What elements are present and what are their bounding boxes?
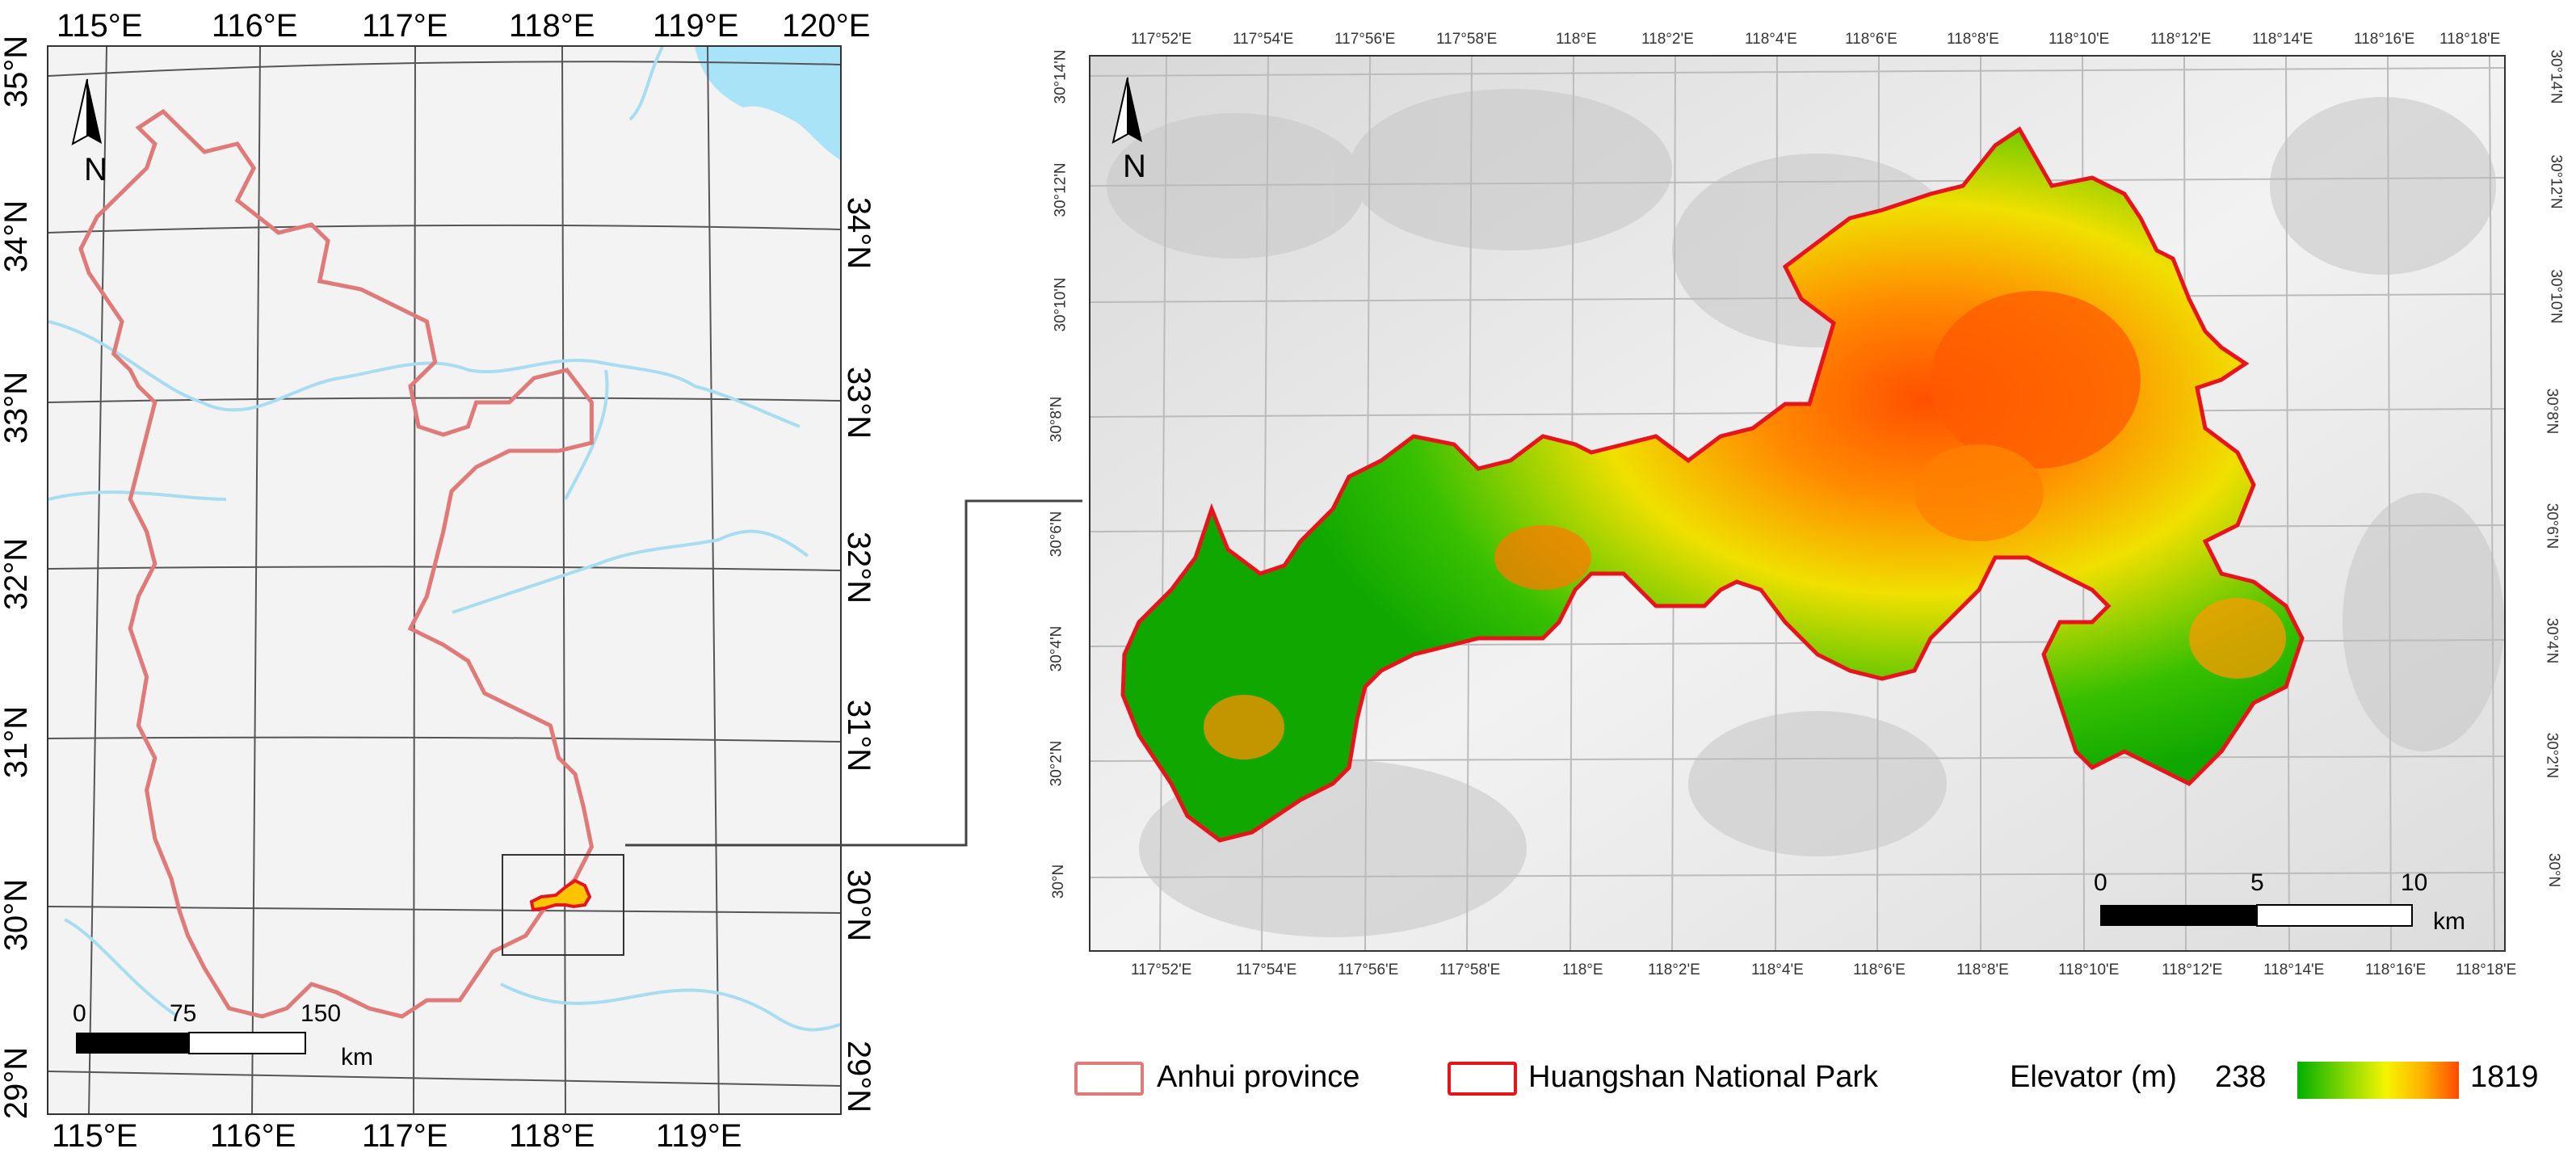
scale-tick-label: 5 xyxy=(2250,869,2264,896)
lon-label: 117°E xyxy=(362,1118,448,1154)
elevation-max-label: 1819 xyxy=(2470,1060,2539,1094)
scale-bar xyxy=(76,1032,306,1054)
lon-label: 119°E xyxy=(653,8,739,44)
elevation-hotspots xyxy=(1204,291,2286,759)
province-legend-label: Anhui province xyxy=(1157,1060,1360,1094)
lon-label: 118°E xyxy=(1556,31,1597,48)
province-swatch xyxy=(1074,1062,1144,1096)
lat-label: 30°10'N xyxy=(2547,269,2565,324)
lon-label: 116°E xyxy=(210,1118,296,1154)
lon-label: 118°16'E xyxy=(2354,31,2415,48)
lat-label: 30°8'N xyxy=(2543,388,2561,435)
lon-label: 117°54'E xyxy=(1233,31,1294,48)
lat-label: 30°N xyxy=(1050,864,1068,899)
park-legend-label: Huangshan National Park xyxy=(1528,1060,1879,1094)
lon-label: 118°10'E xyxy=(2058,961,2120,978)
overview-map-graphics xyxy=(48,47,840,1113)
lon-label: 115°E xyxy=(57,8,143,44)
lon-label: 118°6'E xyxy=(1853,961,1906,978)
elevation-legend-label: Elevator (m) xyxy=(2010,1060,2177,1094)
scale-tick-label: 75 xyxy=(170,1000,197,1027)
north-arrow-icon xyxy=(71,78,102,145)
lon-label: 118°12'E xyxy=(2150,31,2212,48)
lat-label: 30°4'N xyxy=(2543,617,2561,664)
lon-label: 118°E xyxy=(1562,961,1603,978)
graticule xyxy=(48,47,840,1113)
lat-label: 30°2'N xyxy=(2543,732,2561,779)
lat-label: 30°14'N xyxy=(1052,49,1069,104)
lon-label: 118°18'E xyxy=(2439,31,2501,48)
lon-label: 119°E xyxy=(656,1118,742,1154)
rivers xyxy=(48,47,840,1032)
lat-label: 30°12'N xyxy=(1052,162,1069,217)
scale-tick-label: 10 xyxy=(2401,869,2428,896)
lon-label: 118°16'E xyxy=(2365,961,2427,978)
lon-label: 118°12'E xyxy=(2162,961,2223,978)
lon-label: 116°E xyxy=(212,8,298,44)
elevation-min-label: 238 xyxy=(2215,1060,2267,1094)
lon-label: 118°4'E xyxy=(1745,31,1797,48)
lon-label: 115°E xyxy=(52,1118,138,1154)
lat-label: 30°10'N xyxy=(1052,277,1069,332)
lon-label: 118°4'E xyxy=(1751,961,1804,978)
lon-label: 117°52'E xyxy=(1131,961,1192,978)
lat-label: 30°12'N xyxy=(2547,154,2565,209)
lon-label: 117°58'E xyxy=(1436,31,1498,48)
lon-label: 118°8'E xyxy=(1947,31,1999,48)
lon-label: 117°54'E xyxy=(1236,961,1297,978)
inset-extent-box xyxy=(502,854,624,956)
lat-label: 30°6'N xyxy=(1048,511,1065,557)
lon-label: 118°18'E xyxy=(2456,961,2517,978)
lon-label: 120°E xyxy=(782,8,871,44)
sea-area xyxy=(695,47,840,160)
detail-map: N 0 5 10 km xyxy=(1089,55,2506,952)
lon-label: 118°E xyxy=(509,8,595,44)
lon-label: 117°E xyxy=(362,8,448,44)
lon-label: 118°2'E xyxy=(1648,961,1700,978)
lon-label: 118°14'E xyxy=(2252,31,2313,48)
anhui-province-outline xyxy=(78,108,595,1019)
detail-map-graphics xyxy=(1090,57,2504,950)
north-label: N xyxy=(1123,149,1146,184)
lon-label: 118°10'E xyxy=(2049,31,2110,48)
lat-label: 30°4'N xyxy=(1048,625,1065,672)
scale-unit-label: km xyxy=(341,1044,373,1071)
lon-label: 117°58'E xyxy=(1439,961,1501,978)
scale-bar xyxy=(2100,904,2413,927)
overview-map-panel: 115°E 116°E 117°E 118°E 119°E 120°E 115°… xyxy=(0,0,905,1157)
lon-label: 118°2'E xyxy=(1641,31,1694,48)
scale-tick-label: 0 xyxy=(2094,869,2107,896)
park-mini-shape xyxy=(529,878,592,912)
lon-label: 118°6'E xyxy=(1845,31,1897,48)
overview-map: N 0 75 150 km xyxy=(47,45,842,1115)
park-swatch xyxy=(1448,1062,1517,1096)
scale-unit-label: km xyxy=(2433,908,2465,935)
lat-label: 30°14'N xyxy=(2547,49,2565,104)
lon-label: 117°56'E xyxy=(1334,31,1396,48)
north-label: N xyxy=(84,152,107,187)
lon-label: 118°E xyxy=(509,1118,595,1154)
north-arrow-icon xyxy=(1112,77,1142,144)
lat-label: 30°N xyxy=(2545,852,2563,888)
lat-label: 30°8'N xyxy=(1048,396,1065,443)
lon-label: 118°14'E xyxy=(2263,961,2325,978)
legend: Anhui province Huangshan National Park E… xyxy=(1066,1050,2576,1123)
detail-map-panel: 117°52'E 117°54'E 117°56'E 117°58'E 118°… xyxy=(1034,0,2576,1018)
lat-label: 30°6'N xyxy=(2543,503,2561,549)
elevation-color-ramp xyxy=(2297,1062,2459,1099)
scale-tick-label: 0 xyxy=(73,1000,86,1027)
scale-tick-label: 150 xyxy=(300,1000,342,1027)
lon-label: 117°56'E xyxy=(1338,961,1399,978)
lat-label: 30°2'N xyxy=(1048,740,1065,787)
lon-label: 117°52'E xyxy=(1131,31,1192,48)
lon-label: 118°8'E xyxy=(1956,961,2009,978)
